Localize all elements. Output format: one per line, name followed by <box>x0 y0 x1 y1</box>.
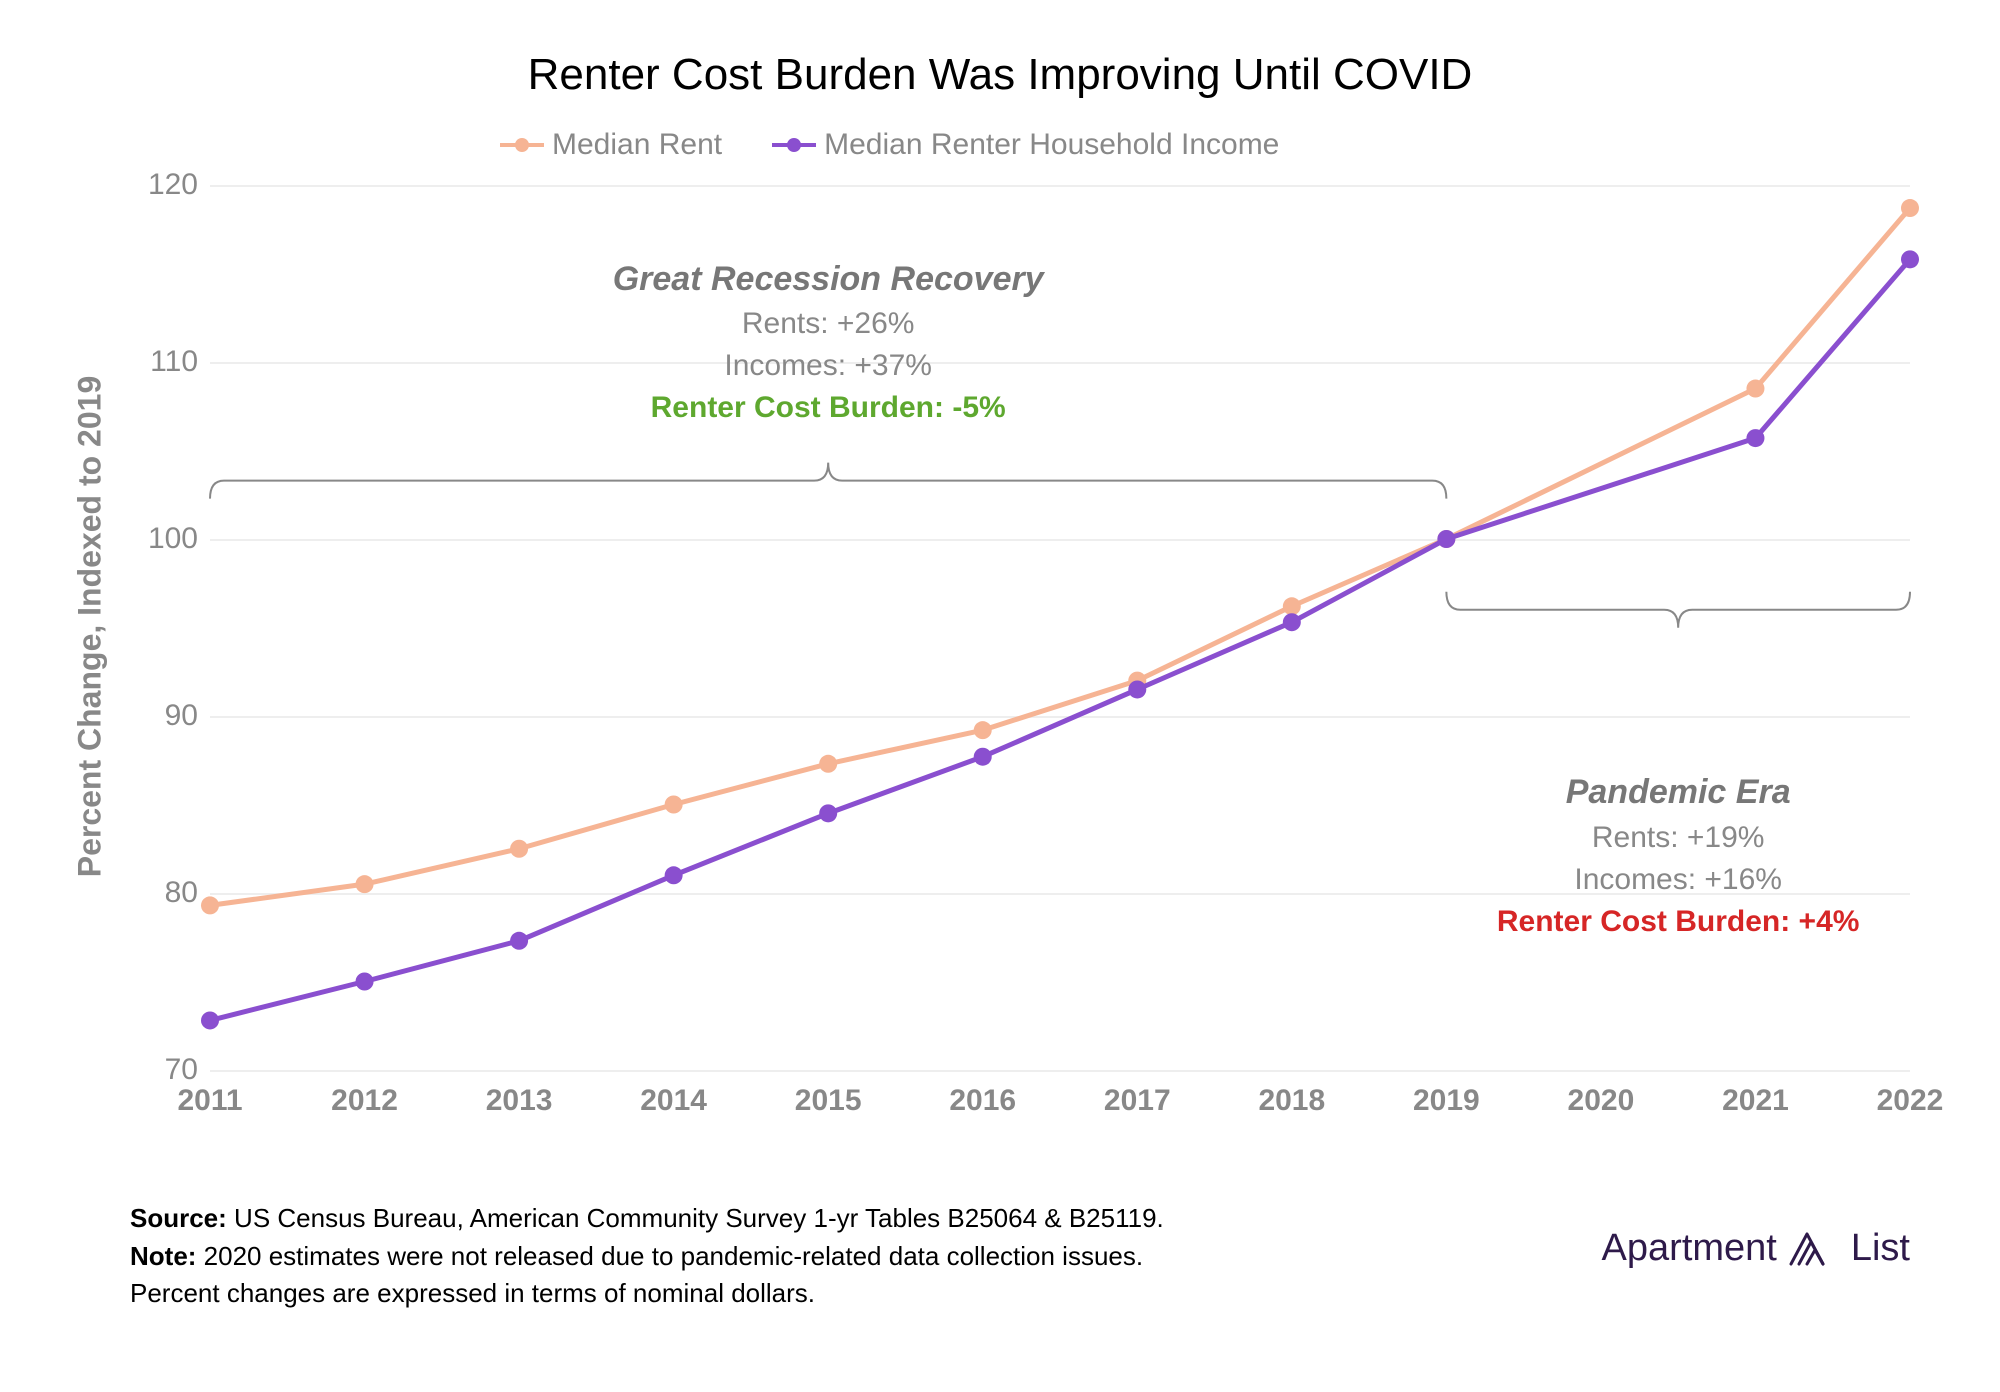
legend: Median Rent Median Renter Household Incom… <box>500 128 1279 162</box>
footnote: Source: US Census Bureau, American Commu… <box>130 1200 1164 1313</box>
bracket <box>1446 592 1910 628</box>
x-tick-label: 2019 <box>1413 1070 1480 1118</box>
legend-swatch-icon <box>500 135 544 155</box>
x-tick-label: 2013 <box>486 1070 553 1118</box>
x-tick-label: 2017 <box>1104 1070 1171 1118</box>
brand-icon <box>1787 1224 1841 1272</box>
series-marker <box>1746 380 1764 398</box>
x-tick-label: 2020 <box>1568 1070 1635 1118</box>
annotation-highlight: Renter Cost Burden: -5% <box>478 387 1178 429</box>
series-marker <box>201 896 219 914</box>
legend-swatch-icon <box>772 135 816 155</box>
series-marker <box>1901 250 1919 268</box>
legend-item: Median Rent <box>500 128 722 162</box>
series-marker <box>1437 530 1455 548</box>
series-marker <box>974 748 992 766</box>
series-marker <box>1746 429 1764 447</box>
brand-logo: Apartment List <box>1602 1224 1910 1272</box>
footnote-line: Percent changes are expressed in terms o… <box>130 1275 1164 1313</box>
legend-item: Median Renter Household Income <box>772 128 1279 162</box>
series-marker <box>201 1011 219 1029</box>
footnote-note-label: Note: <box>130 1241 196 1271</box>
gridline <box>210 1070 1910 1072</box>
series-marker <box>510 840 528 858</box>
y-tick-label: 110 <box>150 345 210 379</box>
series-marker <box>356 973 374 991</box>
footnote-source-label: Source: <box>130 1203 227 1233</box>
chart-title: Renter Cost Burden Was Improving Until C… <box>0 50 2000 100</box>
logo-text-2: List <box>1851 1227 1910 1270</box>
series-marker <box>1901 199 1919 217</box>
annotation-title: Great Recession Recovery <box>478 256 1178 304</box>
annotation-recovery: Great Recession RecoveryRents: +26%Incom… <box>478 256 1178 430</box>
legend-label: Median Renter Household Income <box>824 128 1279 162</box>
x-tick-label: 2015 <box>795 1070 862 1118</box>
series-marker <box>1128 680 1146 698</box>
x-tick-label: 2022 <box>1877 1070 1944 1118</box>
chart-container: Renter Cost Burden Was Improving Until C… <box>0 0 2000 1392</box>
y-tick-label: 120 <box>148 168 210 202</box>
x-tick-label: 2018 <box>1258 1070 1325 1118</box>
y-tick-label: 90 <box>165 699 210 733</box>
series-marker <box>974 721 992 739</box>
footnote-note-text: 2020 estimates were not released due to … <box>196 1241 1143 1271</box>
series-marker <box>819 755 837 773</box>
y-tick-label: 100 <box>148 522 210 556</box>
x-tick-label: 2012 <box>331 1070 398 1118</box>
legend-label: Median Rent <box>552 128 722 162</box>
x-tick-label: 2011 <box>177 1070 242 1118</box>
annotation-line: Rents: +19% <box>1328 817 2000 859</box>
series-marker <box>665 866 683 884</box>
footnote-source-text: US Census Bureau, American Community Sur… <box>227 1203 1164 1233</box>
series-marker <box>819 804 837 822</box>
series-marker <box>1283 597 1301 615</box>
annotation-title: Pandemic Era <box>1328 769 2000 817</box>
series-marker <box>1283 613 1301 631</box>
annotation-pandemic: Pandemic EraRents: +19%Incomes: +16%Rent… <box>1328 769 2000 943</box>
annotation-line: Incomes: +16% <box>1328 859 2000 901</box>
bracket <box>210 463 1446 499</box>
series-marker <box>356 875 374 893</box>
annotation-line: Incomes: +37% <box>478 345 1178 387</box>
x-tick-label: 2016 <box>949 1070 1016 1118</box>
series-marker <box>665 796 683 814</box>
logo-text-1: Apartment <box>1602 1227 1777 1270</box>
annotation-highlight: Renter Cost Burden: +4% <box>1328 901 2000 943</box>
x-tick-label: 2014 <box>640 1070 707 1118</box>
annotation-line: Rents: +26% <box>478 303 1178 345</box>
series-marker <box>510 932 528 950</box>
x-tick-label: 2021 <box>1722 1070 1789 1118</box>
y-axis-label: Percent Change, Indexed to 2019 <box>72 346 109 906</box>
